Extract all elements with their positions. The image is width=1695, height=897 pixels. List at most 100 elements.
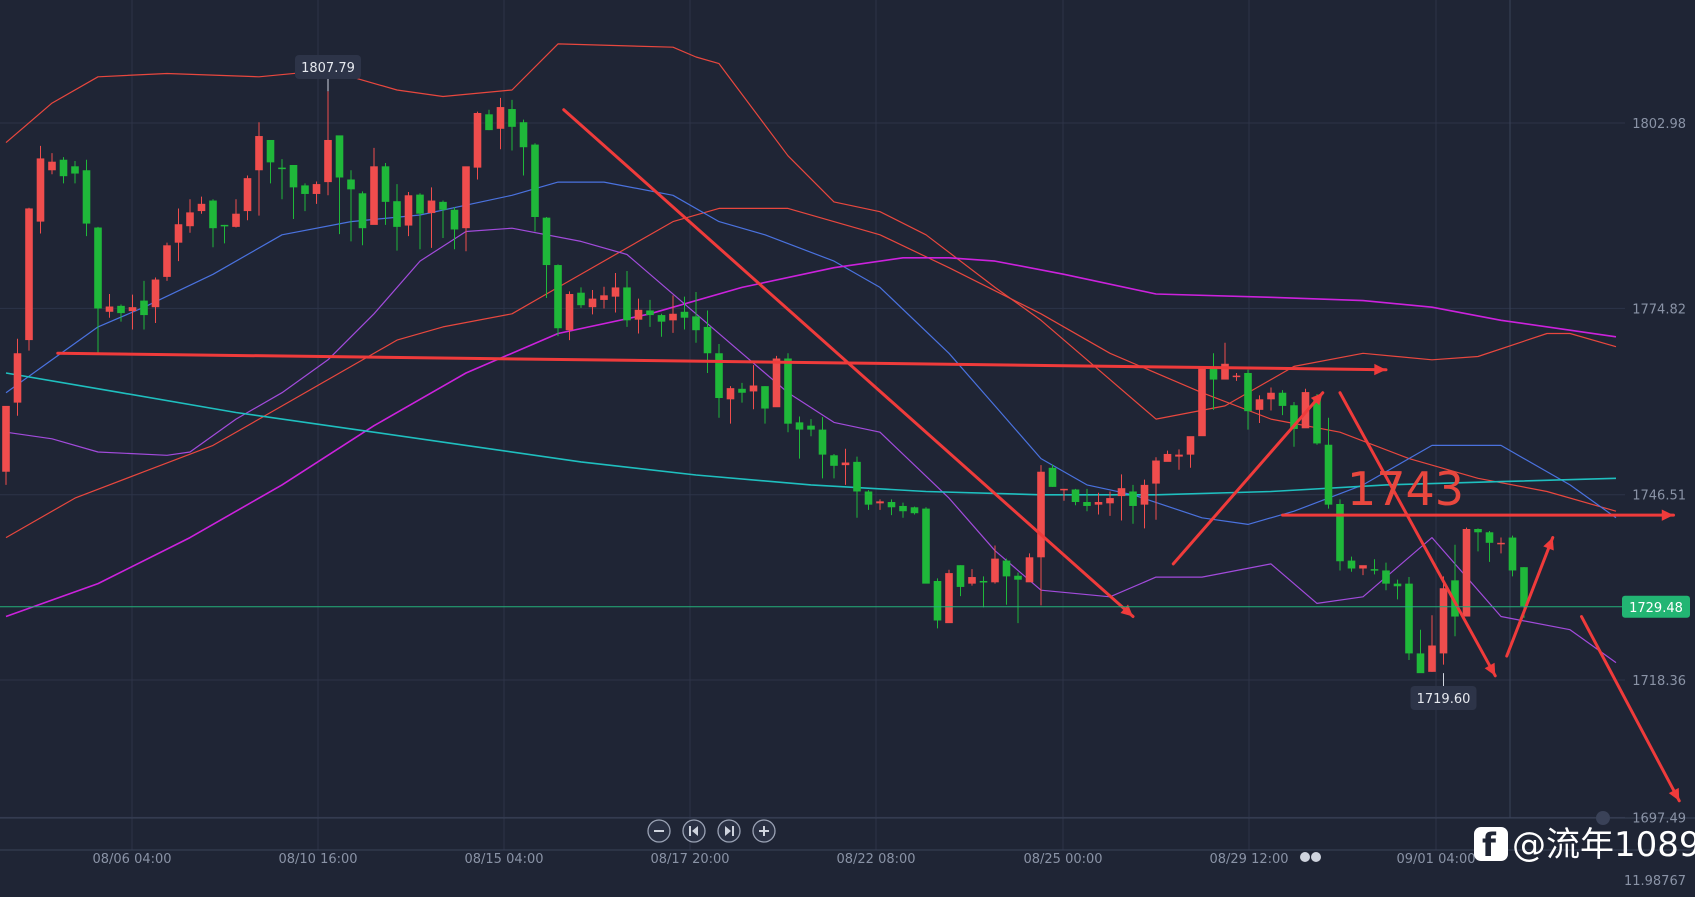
candle-82 bbox=[945, 569, 953, 624]
candle-74 bbox=[853, 456, 861, 518]
candle-94 bbox=[1083, 488, 1091, 512]
trend-arrow-1 bbox=[1281, 509, 1675, 521]
candle-56 bbox=[646, 299, 654, 327]
candle-body-114 bbox=[1313, 396, 1321, 444]
candle-100 bbox=[1152, 457, 1160, 520]
candle-body-26 bbox=[301, 185, 309, 194]
candle-47 bbox=[542, 216, 551, 298]
candle-body-30 bbox=[347, 179, 355, 190]
candle-body-80 bbox=[922, 508, 930, 584]
trend-line-5 bbox=[1505, 536, 1555, 658]
candle-body-22 bbox=[255, 136, 263, 171]
candle-88 bbox=[1014, 572, 1022, 624]
candle-48 bbox=[554, 264, 562, 337]
step-back-button[interactable] bbox=[682, 819, 706, 843]
candle-body-10 bbox=[117, 305, 125, 314]
candle-body-77 bbox=[887, 502, 896, 508]
candle-9 bbox=[105, 294, 114, 318]
scroll-toolbar[interactable] bbox=[647, 819, 776, 843]
candle-35 bbox=[404, 191, 413, 237]
candle-76 bbox=[876, 499, 884, 510]
candle-body-124 bbox=[1428, 645, 1436, 672]
candle-27 bbox=[312, 181, 321, 204]
candle-59 bbox=[680, 296, 689, 330]
candle-body-116 bbox=[1336, 503, 1344, 562]
candle-body-87 bbox=[1002, 560, 1011, 577]
high-price-callout-text: 1807.79 bbox=[301, 61, 355, 76]
candle-body-21 bbox=[243, 178, 252, 212]
candle-body-54 bbox=[623, 287, 631, 321]
candle-body-27 bbox=[312, 184, 321, 194]
candle-body-8 bbox=[94, 227, 102, 309]
candle-body-32 bbox=[370, 166, 378, 225]
candle-69 bbox=[795, 416, 804, 459]
candle-body-60 bbox=[692, 316, 700, 331]
candle-84 bbox=[968, 569, 976, 586]
candle-127 bbox=[1462, 527, 1471, 617]
candle-50 bbox=[577, 287, 585, 308]
trend-line-3 bbox=[1171, 391, 1325, 566]
watermark-text: @流年1089 bbox=[1512, 825, 1695, 865]
candle-2 bbox=[25, 207, 33, 351]
candle-body-107 bbox=[1232, 375, 1241, 378]
candle-body-47 bbox=[542, 217, 551, 266]
candle-119 bbox=[1370, 559, 1379, 575]
candle-body-0 bbox=[2, 405, 10, 472]
zoom-in-button[interactable] bbox=[752, 819, 776, 843]
candle-99 bbox=[1140, 479, 1149, 529]
candle-66 bbox=[761, 386, 769, 424]
candle-body-36 bbox=[416, 194, 424, 214]
candle-15 bbox=[174, 208, 183, 262]
step-forward-button[interactable] bbox=[717, 819, 741, 843]
candle-body-89 bbox=[1025, 557, 1034, 583]
low-price-callout-box bbox=[1410, 686, 1477, 710]
watermark: f @流年1089 bbox=[1474, 825, 1695, 865]
candle-18 bbox=[209, 199, 217, 248]
candle-body-90 bbox=[1037, 471, 1045, 558]
candle-115 bbox=[1324, 417, 1333, 509]
trend-line-2 bbox=[562, 108, 1135, 619]
candle-body-65 bbox=[749, 385, 758, 392]
candle-body-3 bbox=[36, 158, 45, 222]
candle-body-119 bbox=[1370, 569, 1379, 571]
candle-110 bbox=[1267, 387, 1275, 411]
candle-body-34 bbox=[393, 201, 401, 227]
candle-58 bbox=[669, 295, 677, 333]
candle-55 bbox=[634, 298, 643, 334]
candle-body-79 bbox=[910, 507, 919, 514]
candle-body-6 bbox=[71, 166, 79, 174]
candle-108 bbox=[1244, 369, 1252, 430]
trend-arrow-2 bbox=[562, 108, 1135, 619]
candle-body-104 bbox=[1198, 367, 1206, 437]
arrowhead-4 bbox=[1484, 662, 1496, 676]
candle-116 bbox=[1336, 499, 1344, 571]
annotation-1743: 1743 bbox=[1347, 462, 1464, 516]
candle-52 bbox=[600, 286, 608, 309]
candle-11 bbox=[128, 294, 137, 330]
icon-tri-2 bbox=[725, 826, 731, 836]
candle-81 bbox=[933, 578, 942, 629]
candle-16 bbox=[186, 199, 194, 233]
candle-49 bbox=[565, 291, 574, 341]
candle-body-113 bbox=[1301, 392, 1310, 429]
candle-26 bbox=[301, 183, 309, 212]
candle-51 bbox=[588, 290, 597, 315]
candle-131 bbox=[1508, 535, 1517, 577]
candle-body-37 bbox=[427, 200, 436, 214]
zoom-out-button[interactable] bbox=[647, 819, 671, 843]
candle-body-130 bbox=[1497, 542, 1505, 545]
indicator-value: 11.98767 bbox=[1624, 874, 1686, 889]
candle-42 bbox=[485, 109, 493, 131]
trend-line-4 bbox=[1338, 391, 1497, 678]
grid-lines bbox=[0, 0, 1695, 851]
candle-body-7 bbox=[82, 170, 91, 224]
candle-89 bbox=[1025, 553, 1034, 583]
candle-body-42 bbox=[485, 114, 493, 131]
candle-body-19 bbox=[220, 224, 229, 227]
candle-95 bbox=[1094, 492, 1103, 515]
indicator-line-4 bbox=[5, 256, 1617, 618]
candle-body-50 bbox=[577, 292, 585, 306]
candle-body-102 bbox=[1175, 454, 1183, 457]
